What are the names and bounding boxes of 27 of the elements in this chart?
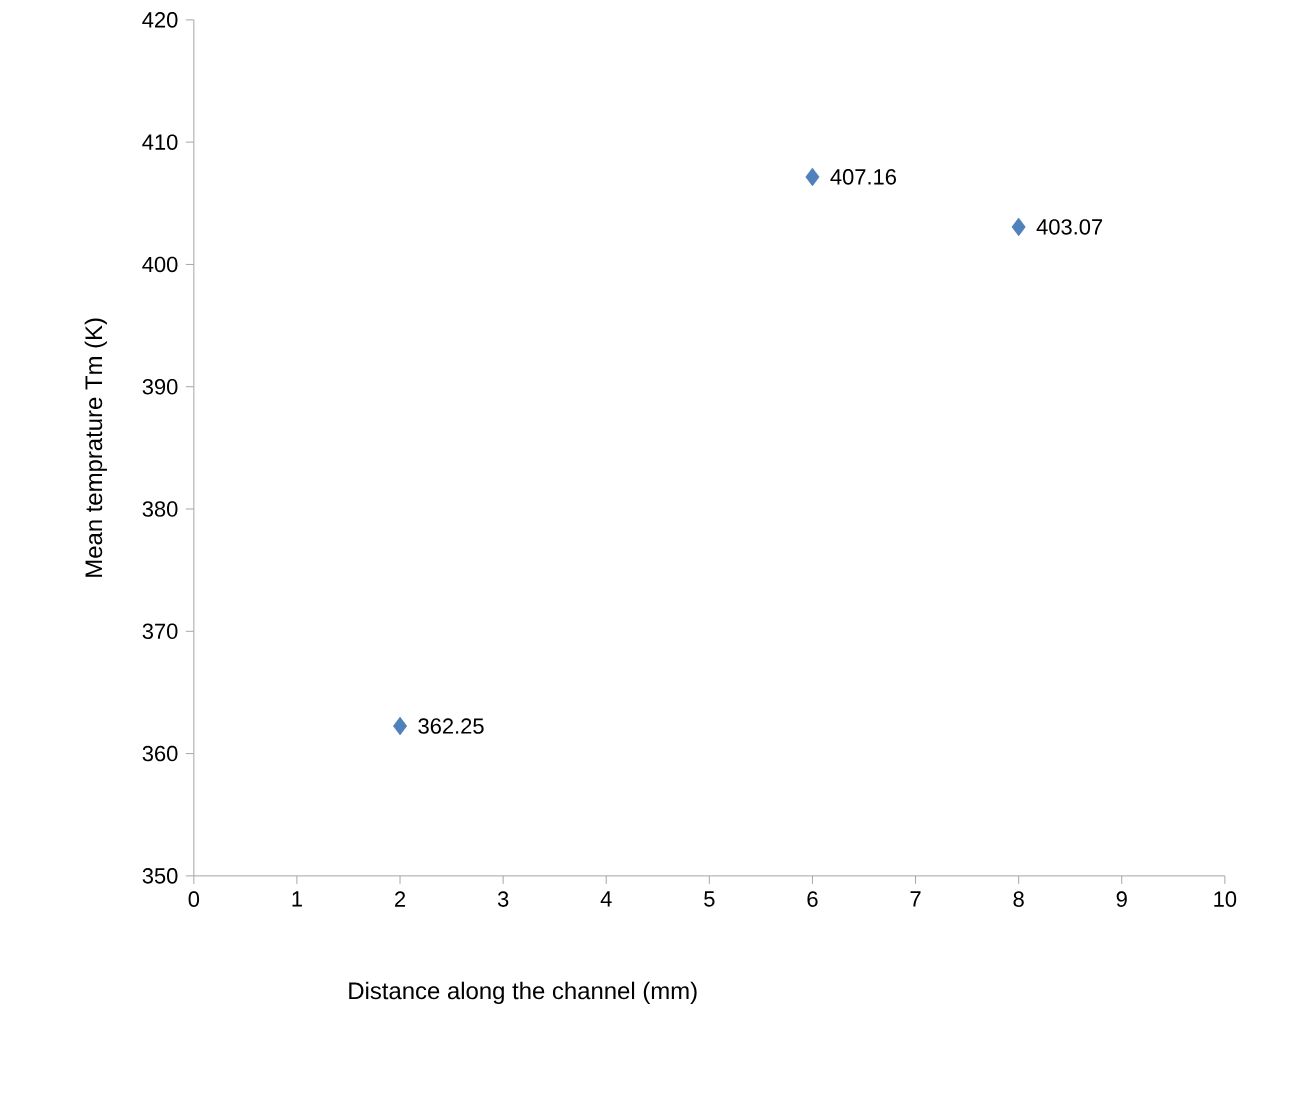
x-tick-label: 1: [292, 891, 302, 907]
x-tick-label: 3: [497, 891, 509, 907]
x-tick-label: 5: [704, 891, 715, 907]
x-tick-label: 4: [600, 891, 612, 907]
y-tick-label: 350: [142, 868, 178, 884]
data-label: 362.25: [418, 718, 484, 734]
y-tick-label: 410: [142, 134, 178, 150]
x-tick-label: 7: [910, 891, 921, 907]
x-tick-label: 2: [395, 891, 406, 907]
x-tick-label: 9: [1116, 891, 1127, 907]
x-tick-label: 10: [1214, 891, 1237, 907]
x-axis-title: Distance along the channel (mm): [349, 981, 697, 1005]
point: [805, 167, 820, 187]
x-tick-label: 8: [1013, 891, 1024, 907]
point: [393, 716, 407, 736]
data-label: 403.07: [1036, 219, 1103, 235]
x-tick-label: 0: [188, 891, 200, 907]
y-tick-label: 390: [142, 378, 178, 395]
x-tick-label: 6: [807, 891, 818, 907]
point: [1011, 217, 1026, 237]
y-tick-label: 400: [142, 256, 178, 273]
y-tick-label: 380: [142, 501, 178, 517]
data-label: 407.16: [830, 169, 896, 185]
y-tick-label: 360: [142, 745, 178, 762]
y-tick-label: 370: [142, 623, 178, 640]
y-tick-label: 420: [142, 12, 178, 28]
y-axis-title: Mean temprature Tm (K): [84, 318, 107, 577]
